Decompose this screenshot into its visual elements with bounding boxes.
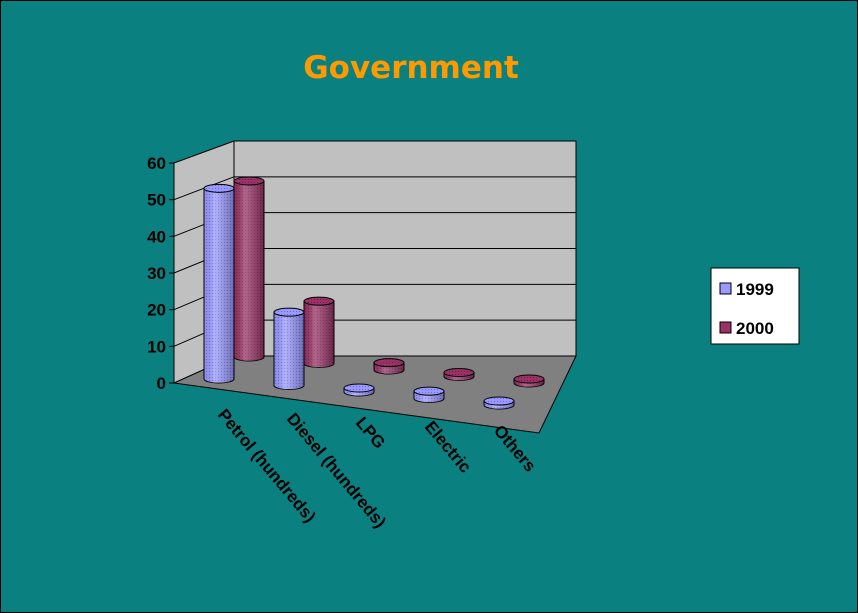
- y-tick-label: 10: [147, 337, 166, 356]
- y-tick-label: 50: [147, 191, 166, 210]
- chart-title: Government: [303, 50, 519, 86]
- bar-2000-3: [443, 368, 475, 381]
- x-tick-label: Electric: [421, 417, 475, 476]
- bar-1999-1: [273, 307, 305, 390]
- y-tick-label: 0: [157, 374, 166, 393]
- bar-1999-4: [483, 396, 515, 410]
- legend-swatch-1999: [719, 282, 732, 295]
- bar-2000-4: [513, 374, 545, 388]
- y-tick-label: 20: [147, 301, 166, 320]
- y-tick-label: 40: [147, 227, 166, 246]
- legend-swatch-2000: [719, 321, 732, 334]
- legend: 1999 2000: [710, 267, 800, 345]
- legend-label-2000: 2000: [736, 319, 774, 338]
- bar-2000-0: [233, 176, 265, 362]
- y-axis-ticks: 0 10 20 30 40 50 60: [147, 154, 174, 393]
- y-tick-label: 30: [147, 264, 166, 283]
- bar-1999-0: [203, 183, 235, 384]
- x-tick-label: LPG: [352, 413, 389, 452]
- bar-1999-3: [413, 386, 445, 403]
- bar-1999-2: [343, 383, 375, 397]
- bar-2000-1: [303, 296, 335, 368]
- y-tick-label: 60: [147, 154, 166, 173]
- bar-2000-2: [373, 358, 405, 375]
- chart-bars: [203, 176, 545, 410]
- legend-label-1999: 1999: [736, 280, 774, 299]
